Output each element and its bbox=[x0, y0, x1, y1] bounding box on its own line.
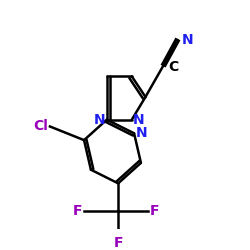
Text: N: N bbox=[133, 113, 144, 127]
Text: F: F bbox=[114, 236, 123, 250]
Text: N: N bbox=[182, 33, 194, 47]
Text: F: F bbox=[72, 204, 82, 218]
Text: F: F bbox=[150, 204, 160, 218]
Text: C: C bbox=[168, 60, 178, 74]
Text: N: N bbox=[136, 126, 148, 140]
Text: N: N bbox=[94, 113, 106, 127]
Text: Cl: Cl bbox=[33, 120, 48, 134]
